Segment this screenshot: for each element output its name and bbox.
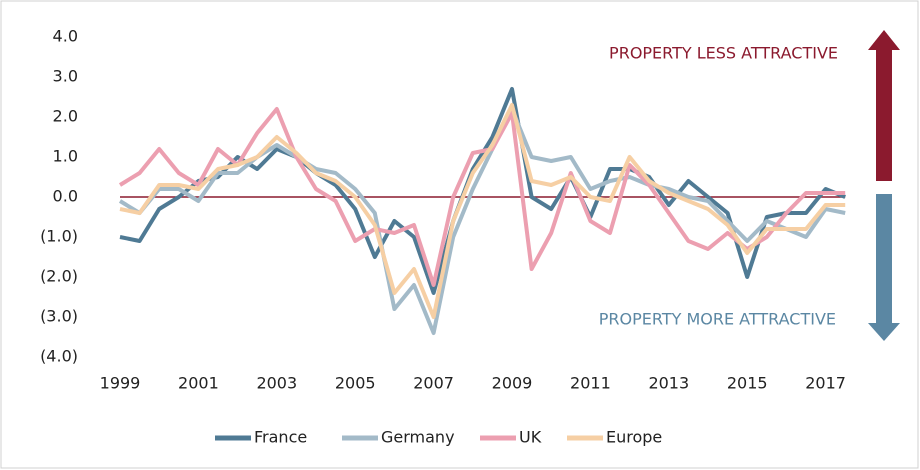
y-tick-label: 4.0 [53, 27, 78, 46]
y-tick-label: (4.0) [40, 347, 78, 366]
annotation: PROPERTY MORE ATTRACTIVE [599, 310, 836, 329]
y-tick-label: (3.0) [40, 307, 78, 326]
series-line [119, 103, 846, 319]
down-arrow [868, 194, 900, 341]
x-tick-label: 2015 [727, 374, 768, 393]
x-tick-label: 2011 [570, 374, 611, 393]
x-tick-label: 2007 [413, 374, 454, 393]
series-line [118, 107, 846, 287]
y-tick-label: 0.0 [53, 187, 78, 206]
up-arrow [868, 30, 900, 181]
legend-label: France [254, 428, 307, 447]
annotation: PROPERTY LESS ATTRACTIVE [609, 44, 838, 63]
x-tick-label: 2013 [648, 374, 689, 393]
y-tick-label: (1.0) [40, 227, 78, 246]
x-tick-label: 1999 [100, 374, 141, 393]
x-tick-label: 2003 [256, 374, 297, 393]
x-tick-label: 2001 [178, 374, 219, 393]
legend-label: Europe [606, 428, 662, 447]
legend-label: Germany [381, 428, 455, 447]
y-tick-label: 1.0 [53, 147, 78, 166]
y-tick-label: 2.0 [53, 107, 78, 126]
x-tick-label: 2009 [492, 374, 533, 393]
x-tick-label: 2005 [335, 374, 376, 393]
y-tick-label: 3.0 [53, 67, 78, 86]
series-line [118, 107, 846, 335]
legend-label: UK [519, 428, 542, 447]
y-tick-label: (2.0) [40, 267, 78, 286]
x-tick-label: 2017 [805, 374, 846, 393]
